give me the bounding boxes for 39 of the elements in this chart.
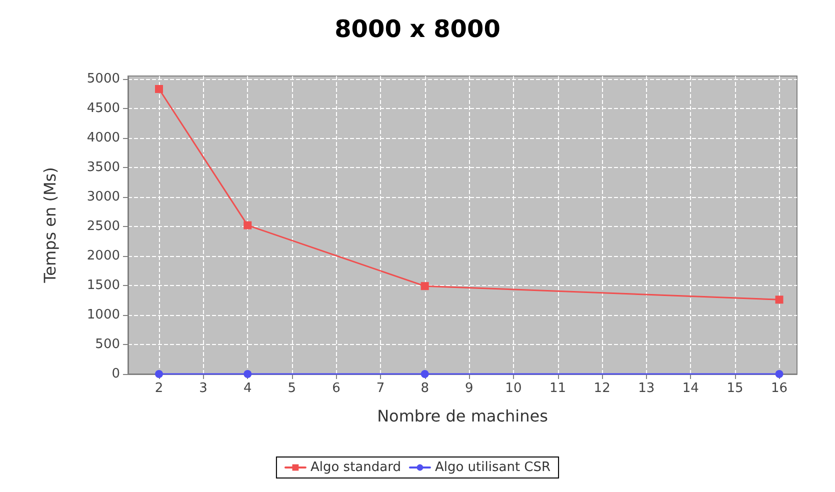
x-tick-label: 2 (154, 381, 164, 396)
y-axis-title: Temps en (Ms) (40, 167, 60, 284)
y-tick-label: 0 (112, 366, 120, 382)
x-tick-label: 15 (726, 381, 744, 396)
legend-label: Algo standard (310, 460, 401, 475)
y-tick-label: 3000 (86, 189, 120, 204)
y-tick-label: 500 (95, 336, 120, 352)
chart-title: 8000 x 8000 (334, 15, 500, 43)
point (155, 370, 164, 378)
x-tick-label: 8 (420, 381, 429, 396)
point (244, 221, 252, 230)
x-tick-label: 9 (465, 381, 474, 396)
point (244, 370, 252, 378)
x-tick-label: 5 (288, 381, 296, 396)
legend-label: Algo utilisant CSR (434, 460, 551, 475)
y-tick-label: 4500 (86, 100, 120, 116)
y-tick-label: 2500 (86, 218, 120, 234)
x-tick-label: 6 (332, 381, 340, 396)
x-tick-label: 10 (505, 381, 522, 396)
point (420, 282, 429, 290)
point (775, 370, 784, 378)
x-tick-label: 3 (199, 381, 208, 396)
x-tick-label: 14 (682, 381, 699, 396)
y-tick-label: 3500 (86, 160, 120, 175)
y-tick-label: 1000 (86, 307, 120, 322)
x-tick-label: 16 (771, 381, 788, 396)
point (775, 296, 784, 304)
x-tick-label: 7 (376, 381, 385, 396)
x-tick-label: 11 (549, 381, 566, 396)
y-tick-label: 5000 (86, 71, 120, 86)
x-tick-label: 4 (243, 381, 252, 396)
y-tick-label: 2000 (86, 248, 120, 264)
y-tick-label: 4000 (86, 130, 120, 146)
x-axis-title: Nombre de machines (377, 406, 548, 426)
point (420, 370, 429, 378)
y-tick-label: 1500 (86, 278, 120, 293)
point (155, 84, 164, 93)
x-tick-label: 13 (638, 381, 655, 396)
x-tick-label: 12 (594, 381, 610, 396)
